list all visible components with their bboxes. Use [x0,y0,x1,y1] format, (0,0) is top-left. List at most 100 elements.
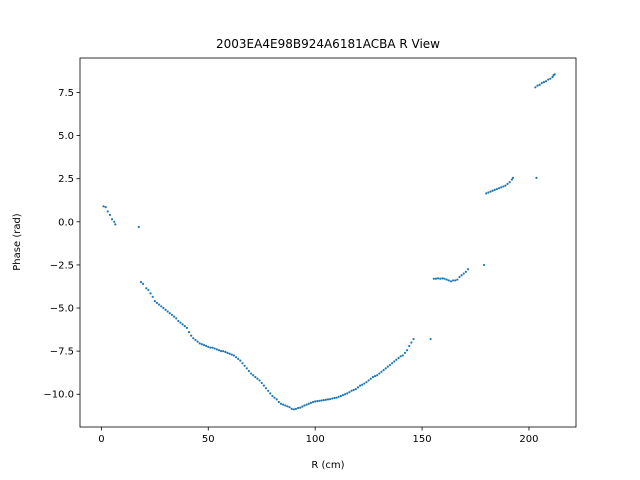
data-point [194,338,197,342]
data-point [502,185,505,188]
data-point [536,84,539,87]
data-point [510,178,513,181]
y-tick-label: 2.5 [58,174,74,185]
data-point [234,356,238,359]
data-point [305,403,308,406]
data-point [228,352,231,355]
data-point [344,393,347,396]
data-point [445,278,448,281]
data-point [384,367,387,370]
y-tick-label: 5.0 [58,131,74,142]
data-point [158,303,161,306]
data-point [192,337,195,340]
data-point [301,405,304,408]
data-point [211,346,214,349]
data-point [245,367,248,370]
data-point [356,386,360,389]
y-tick-label: 7.5 [58,88,74,99]
data-point [352,388,355,392]
data-point [460,274,463,277]
data-point [354,387,357,391]
data-point [346,392,349,395]
data-point [331,397,334,400]
data-point [108,213,112,217]
data-point [106,210,109,213]
data-point [326,398,330,401]
data-point [213,347,216,350]
data-point [493,188,496,192]
data-point [391,362,394,365]
data-point [412,337,415,341]
data-point [309,401,312,404]
data-point [110,218,114,221]
data-point [256,377,259,380]
data-point [175,317,178,320]
data-point [350,389,353,392]
data-point [284,404,287,407]
chart-title: 2003EA4E98B924A6181ACBA R View [216,37,440,51]
data-point [553,73,556,76]
data-point [104,206,107,209]
y-tick-label: −7.5 [50,347,74,358]
data-point [408,344,411,348]
data-point [179,321,182,324]
data-point [207,345,210,348]
data-point [535,176,538,179]
plot-frame [79,57,577,428]
data-point [264,387,268,390]
data-point [464,270,467,273]
data-point [401,354,404,357]
data-point [230,353,233,356]
data-point [296,406,300,410]
data-point [544,80,548,83]
data-point [155,301,159,304]
data-point [378,372,381,375]
data-point [222,350,225,353]
data-point [491,189,494,192]
data-point [451,279,455,282]
data-point [217,349,221,352]
x-axis: 0 50 100 150 200 [98,427,539,445]
data-point [137,225,140,229]
data-point [410,341,413,344]
data-point [551,75,554,79]
data-point [168,312,171,315]
data-point [151,295,154,298]
data-point [141,282,145,285]
data-point [149,292,152,295]
data-point [403,351,407,354]
data-point [341,394,345,397]
x-tick-label: 50 [202,434,215,445]
data-point [288,406,291,409]
data-point [393,360,396,363]
data-point [489,190,492,193]
data-point [237,357,240,360]
y-tick-label: −5.0 [50,304,74,315]
data-point [241,362,244,365]
data-point [348,391,351,394]
data-point [294,407,298,410]
data-point [271,394,274,398]
data-point [534,86,537,89]
data-point [511,176,515,179]
data-point [324,398,327,401]
data-point [226,351,229,354]
data-point [373,375,377,378]
data-point [538,83,541,86]
data-point [267,389,270,392]
data-point [441,277,444,280]
data-point [429,337,432,341]
data-point [462,272,465,275]
data-point [434,277,438,280]
y-axis-label: Phase (rad) [12,213,23,271]
data-point [432,277,435,280]
data-point [262,384,265,387]
data-point [307,402,310,405]
y-tick-label: 0.0 [58,217,74,228]
data-point [286,405,289,408]
data-point [190,334,193,337]
plot-area [79,57,577,428]
x-tick-label: 100 [306,434,325,445]
data-point [454,279,457,282]
